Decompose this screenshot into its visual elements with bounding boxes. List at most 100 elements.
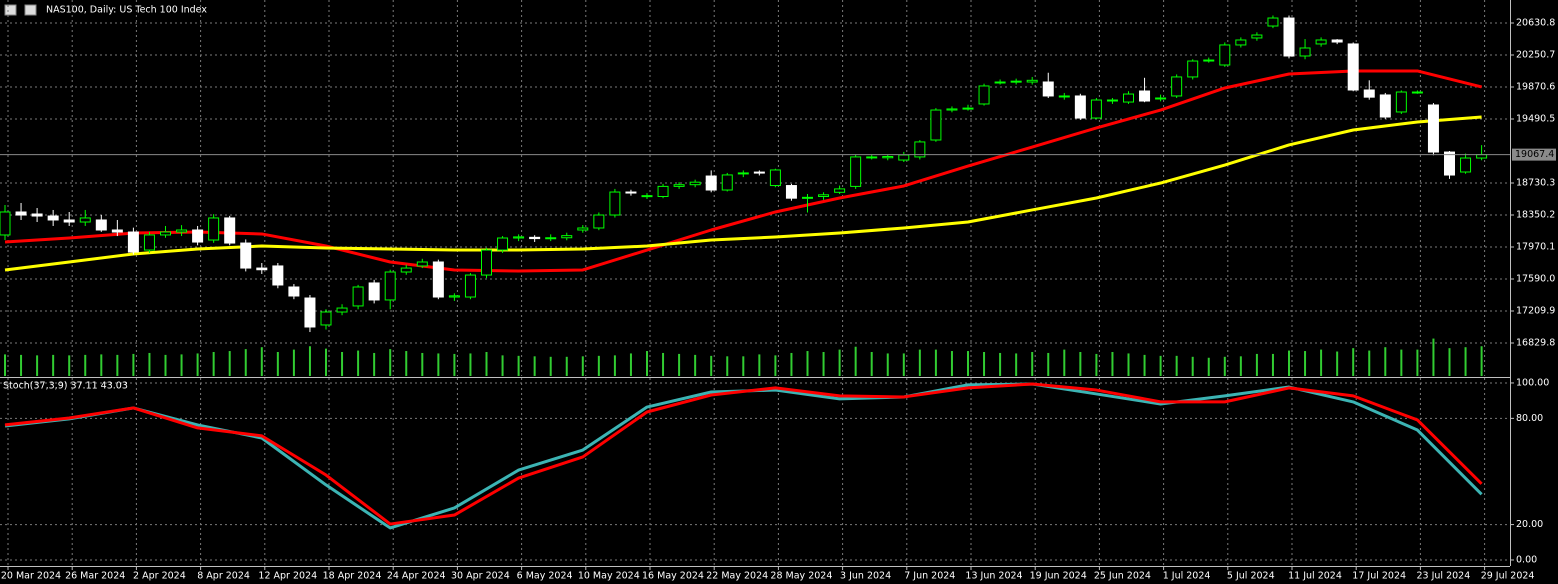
candle-body bbox=[143, 234, 155, 251]
volume-bar bbox=[822, 352, 825, 376]
volume-bar bbox=[597, 355, 600, 376]
volume-bar bbox=[678, 353, 681, 376]
x-tick-label: 30 Apr 2024 bbox=[451, 571, 510, 582]
volume-bar bbox=[870, 352, 873, 376]
y-tick-label: 20.00 bbox=[1516, 519, 1543, 530]
candle-body bbox=[320, 311, 332, 326]
candle-body bbox=[577, 227, 589, 231]
y-tick-label: 18350.2 bbox=[1516, 209, 1555, 220]
volume-bar bbox=[84, 354, 87, 376]
volume-bar bbox=[950, 351, 953, 376]
y-tick-label: 100.00 bbox=[1516, 377, 1549, 388]
volume-bar bbox=[774, 355, 777, 376]
x-tick-label: 22 May 2024 bbox=[706, 571, 768, 582]
y-tick-label: 19870.6 bbox=[1516, 81, 1555, 92]
volume-bar bbox=[389, 349, 392, 376]
candle-body bbox=[111, 229, 123, 233]
candle-body bbox=[464, 274, 476, 298]
volume-bar bbox=[308, 346, 311, 376]
candle-body bbox=[545, 237, 557, 240]
volume-bar bbox=[341, 352, 344, 376]
volume-bar bbox=[726, 356, 729, 376]
volume-bar bbox=[196, 353, 199, 376]
candle-body bbox=[79, 217, 91, 223]
volume-bar bbox=[485, 352, 488, 376]
price-label-box bbox=[1512, 148, 1556, 161]
volume-bar bbox=[742, 356, 745, 376]
candle-body bbox=[176, 229, 188, 233]
candle-body bbox=[416, 261, 428, 267]
candle-body bbox=[1203, 59, 1215, 62]
candle-body bbox=[1123, 93, 1134, 103]
candle-body bbox=[1379, 94, 1391, 118]
y-tick-label: 17590.0 bbox=[1516, 273, 1555, 284]
candle-body bbox=[721, 174, 733, 191]
candle-body bbox=[657, 185, 669, 197]
candle-body bbox=[1395, 91, 1407, 113]
candle-body bbox=[609, 191, 621, 216]
candle-body bbox=[1219, 44, 1231, 66]
volume-bar bbox=[325, 348, 327, 376]
volume-bar bbox=[694, 354, 697, 376]
candle-body bbox=[930, 109, 942, 141]
candle-body bbox=[769, 169, 781, 187]
volume-bar bbox=[1239, 356, 1242, 376]
x-tick-label: 7 Jun 2024 bbox=[904, 571, 955, 582]
candle-body bbox=[1476, 154, 1488, 159]
candle-body bbox=[240, 242, 252, 269]
candle-body bbox=[288, 286, 300, 297]
volume-bar bbox=[1464, 347, 1467, 376]
candle-body bbox=[1251, 34, 1263, 39]
candle-body bbox=[336, 307, 348, 313]
volume-bar bbox=[967, 351, 969, 376]
volume-bar bbox=[613, 355, 616, 376]
y-tick-label: 80.00 bbox=[1516, 413, 1543, 424]
candle-body bbox=[1411, 91, 1423, 94]
volume-bar bbox=[886, 353, 889, 376]
volume-bar bbox=[1143, 354, 1146, 376]
volume-bar bbox=[549, 356, 552, 376]
candle-body bbox=[1090, 99, 1102, 119]
candle-body bbox=[1283, 17, 1295, 57]
x-tick-label: 2 Apr 2024 bbox=[133, 571, 186, 582]
volume-bar bbox=[710, 355, 713, 376]
x-tick-label: 17 Jul 2024 bbox=[1352, 571, 1406, 582]
candle-body bbox=[1267, 17, 1279, 27]
volume-bar bbox=[934, 349, 937, 376]
candle-body bbox=[127, 231, 139, 253]
header-icons bbox=[4, 4, 37, 16]
volume-bar bbox=[180, 354, 183, 376]
volume-bar bbox=[1191, 356, 1194, 376]
volume-bar bbox=[533, 356, 536, 376]
volume-bar bbox=[581, 356, 584, 376]
candle-body bbox=[481, 249, 492, 276]
x-tick-label: 19 Jun 2024 bbox=[1030, 571, 1087, 582]
candle-body bbox=[1139, 90, 1151, 102]
candle-body bbox=[737, 172, 749, 175]
x-tick-label: 24 Apr 2024 bbox=[387, 571, 446, 582]
candle-body bbox=[0, 211, 11, 236]
candle-body bbox=[1155, 97, 1167, 100]
volume-bar bbox=[1255, 353, 1258, 376]
volume-bar bbox=[116, 354, 119, 376]
volume-bar bbox=[646, 351, 648, 376]
candle-body bbox=[1074, 95, 1086, 119]
candle-body bbox=[448, 295, 460, 298]
candle-body bbox=[1347, 43, 1359, 91]
candle-body bbox=[1331, 39, 1343, 43]
y-tick-label: 17970.1 bbox=[1516, 241, 1555, 252]
volume-bar bbox=[1095, 353, 1098, 376]
volume-bar bbox=[983, 352, 986, 376]
indicator-title: Stoch(37,3,9) 37.11 43.03 bbox=[3, 381, 128, 392]
candle-body bbox=[753, 171, 765, 174]
x-tick-label: 3 Jun 2024 bbox=[840, 571, 891, 582]
candle-body bbox=[641, 195, 653, 198]
candle-body bbox=[384, 271, 396, 301]
candle-body bbox=[1026, 79, 1038, 83]
x-tick-label: 26 Mar 2024 bbox=[65, 571, 125, 582]
candle-body bbox=[1171, 76, 1183, 97]
volume-bar bbox=[1047, 352, 1050, 376]
volume-bar bbox=[4, 354, 6, 376]
x-tick-label: 6 May 2024 bbox=[517, 571, 573, 582]
